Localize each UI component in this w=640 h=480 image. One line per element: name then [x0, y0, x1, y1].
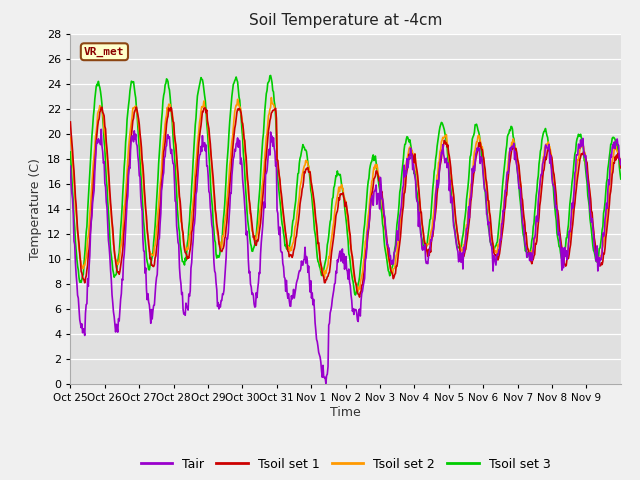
- Title: Soil Temperature at -4cm: Soil Temperature at -4cm: [249, 13, 442, 28]
- Y-axis label: Temperature (C): Temperature (C): [29, 158, 42, 260]
- X-axis label: Time: Time: [330, 406, 361, 419]
- Legend: Tair, Tsoil set 1, Tsoil set 2, Tsoil set 3: Tair, Tsoil set 1, Tsoil set 2, Tsoil se…: [136, 453, 556, 476]
- Text: VR_met: VR_met: [84, 47, 125, 57]
